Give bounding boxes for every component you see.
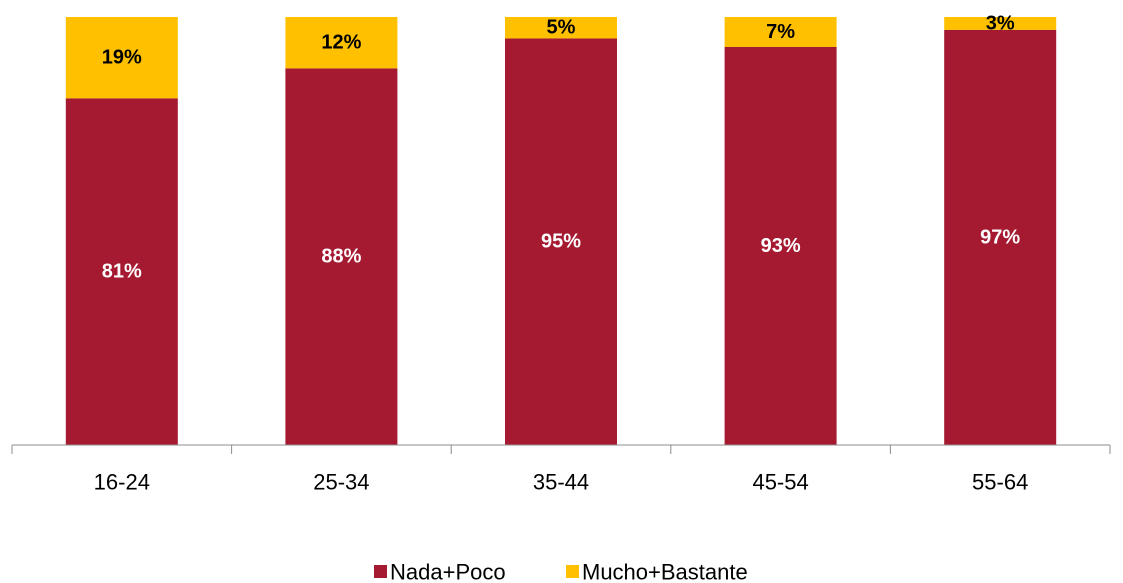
legend-label: Mucho+Bastante	[582, 560, 748, 583]
bar-segment-nada-poco	[285, 68, 398, 446]
data-label: 95%	[541, 231, 581, 253]
data-label: 97%	[980, 226, 1020, 248]
bar-segment-mucho-bastante	[285, 17, 398, 69]
x-tick-label: 25-34	[313, 470, 369, 495]
data-label: 12%	[321, 32, 361, 54]
x-tick-label: 55-64	[972, 470, 1028, 495]
bars-layer	[65, 17, 1057, 446]
bar-segment-mucho-bastante	[944, 17, 1057, 30]
x-tick-label: 35-44	[533, 470, 589, 495]
data-label: 81%	[102, 261, 142, 283]
legend-swatch	[566, 565, 579, 578]
x-tick-label: 16-24	[94, 470, 150, 495]
x-axis	[11, 444, 1111, 454]
bar-segment-mucho-bastante	[505, 17, 617, 39]
data-label: 5%	[547, 17, 576, 39]
x-tick-label: 45-54	[752, 470, 808, 495]
data-labels-layer: 81% 19% 88% 12% 95% 5% 93% 7% 97% 3%	[102, 12, 1021, 282]
bar-segment-nada-poco	[944, 29, 1057, 446]
legend: Nada+Poco Mucho+Bastante	[374, 560, 748, 583]
bar-segment-mucho-bastante	[65, 17, 178, 99]
data-label: 88%	[321, 246, 361, 268]
data-label: 93%	[761, 235, 801, 257]
x-tick-labels: 16-24 25-34 35-44 45-54 55-64	[94, 470, 1029, 495]
data-label: 19%	[102, 47, 142, 69]
bar-segment-mucho-bastante	[724, 17, 837, 47]
bar-segment-nada-poco	[724, 46, 837, 446]
data-label: 7%	[766, 21, 795, 43]
data-label: 3%	[986, 12, 1015, 34]
legend-label: Nada+Poco	[390, 560, 506, 583]
bar-segment-nada-poco	[505, 38, 617, 446]
bar-segment-nada-poco	[65, 98, 178, 445]
legend-swatch	[374, 565, 387, 578]
